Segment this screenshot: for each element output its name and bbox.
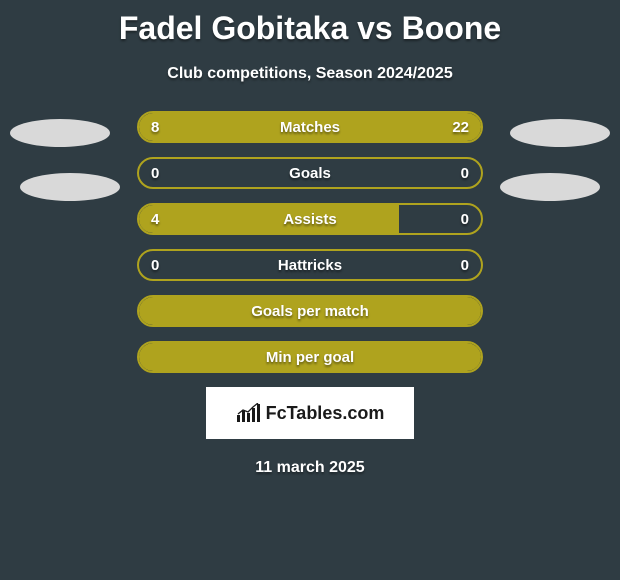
bars-icon bbox=[236, 403, 262, 423]
bars-container: 822Matches00Goals40Assists00HattricksGoa… bbox=[0, 111, 620, 373]
logo-box: FcTables.com bbox=[206, 387, 414, 439]
stat-label: Assists bbox=[139, 211, 481, 228]
stat-bar: 0 0Goals bbox=[137, 157, 483, 189]
player-left-ellipse-2 bbox=[20, 173, 120, 201]
stat-value-left: 4 bbox=[151, 211, 159, 228]
page-title: Fadel Gobitaka vs Boone bbox=[0, 0, 620, 47]
stat-label: Goals per match bbox=[139, 303, 481, 320]
stat-value-right: 0 bbox=[461, 211, 469, 228]
player-left-ellipse-1 bbox=[10, 119, 110, 147]
stat-value-right: 0 bbox=[461, 165, 469, 182]
stats-area: 822Matches00Goals40Assists00HattricksGoa… bbox=[0, 111, 620, 373]
stat-value-right: 22 bbox=[452, 119, 469, 136]
stat-bar: 0 0Hattricks bbox=[137, 249, 483, 281]
player-right-ellipse-2 bbox=[500, 173, 600, 201]
stat-value-left: 0 bbox=[151, 165, 159, 182]
logo-text: FcTables.com bbox=[266, 403, 385, 424]
subtitle: Club competitions, Season 2024/2025 bbox=[0, 65, 620, 83]
stat-value-left: 8 bbox=[151, 119, 159, 136]
stat-bar: Min per goal bbox=[137, 341, 483, 373]
stat-bar: 8 22Matches bbox=[137, 111, 483, 143]
player-right-ellipse-1 bbox=[510, 119, 610, 147]
stat-label: Min per goal bbox=[139, 349, 481, 366]
stat-label: Goals bbox=[139, 165, 481, 182]
stat-value-right: 0 bbox=[461, 257, 469, 274]
date-label: 11 march 2025 bbox=[0, 459, 620, 477]
stat-value-left: 0 bbox=[151, 257, 159, 274]
stat-label: Matches bbox=[139, 119, 481, 136]
stat-bar: Goals per match bbox=[137, 295, 483, 327]
stat-bar: 4 0Assists bbox=[137, 203, 483, 235]
stat-label: Hattricks bbox=[139, 257, 481, 274]
